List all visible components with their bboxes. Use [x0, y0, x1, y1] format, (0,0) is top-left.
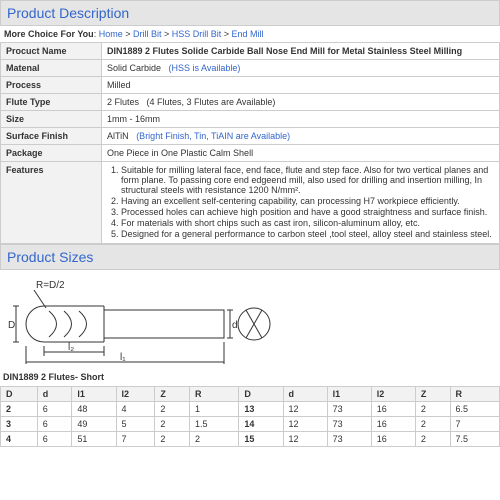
size-table: Ddl1l2ZRDdl1l2ZR 26484211312731626.5 364… [0, 386, 500, 447]
name-val: DIN1889 2 Flutes Solide Carbide Ball Nos… [102, 43, 500, 60]
end-mill-diagram: R=D/2 D d l₂ l₁ [0, 270, 500, 368]
name-key: Procuct Name [1, 43, 102, 60]
flute-key: Flute Type [1, 94, 102, 111]
feature-item: Designed for a general performance to ca… [121, 229, 494, 239]
feature-item: For materials with short chips such as c… [121, 218, 494, 228]
material-val: Solid Carbide (HSS is Available) [102, 60, 500, 77]
surface-key: Surface Finish [1, 128, 102, 145]
package-val: One Piece in One Plastic Calm Shell [102, 145, 500, 162]
package-key: Package [1, 145, 102, 162]
crumb-drill-bit[interactable]: Drill Bit [133, 29, 162, 39]
features-key: Features [1, 162, 102, 244]
feature-item: Processed holes can achieve high positio… [121, 207, 494, 217]
breadcrumb: More Choice For You: Home > Drill Bit > … [0, 26, 500, 42]
product-sizes-heading: Product Sizes [0, 244, 500, 270]
size-key: Size [1, 111, 102, 128]
process-val: Milled [102, 77, 500, 94]
material-key: Matenal [1, 60, 102, 77]
feature-item: Suitable for milling lateral face, end f… [121, 165, 494, 195]
dia-r-label: R=D/2 [36, 280, 65, 291]
crumb-hss[interactable]: HSS Drill Bit [172, 29, 222, 39]
size-val: 1mm - 16mm [102, 111, 500, 128]
crumb-end-mill[interactable]: End Mill [232, 29, 264, 39]
more-choice-label: More Choice For You [4, 29, 94, 39]
feature-item: Having an excellent self-centering capab… [121, 196, 494, 206]
process-key: Process [1, 77, 102, 94]
dia-l2-label: l₂ [68, 342, 74, 353]
size-table-title: DIN1889 2 Flutes- Short [0, 368, 500, 386]
dia-l1-label: l₁ [120, 352, 126, 363]
table-row: 3649521.51412731627 [1, 417, 500, 432]
spec-table: Procuct NameDIN1889 2 Flutes Solide Carb… [0, 42, 500, 244]
table-header-row: Ddl1l2ZRDdl1l2ZR [1, 387, 500, 402]
dia-d-label: d [232, 320, 238, 331]
table-row: 46517221512731627.5 [1, 432, 500, 447]
table-row: 26484211312731626.5 [1, 402, 500, 417]
dia-D-label: D [8, 320, 15, 331]
features-val: Suitable for milling lateral face, end f… [102, 162, 500, 244]
flute-val: 2 Flutes (4 Flutes, 3 Flutes are Availab… [102, 94, 500, 111]
surface-val: AlTiN (Bright Finish, Tin, TiAIN are Ava… [102, 128, 500, 145]
crumb-home[interactable]: Home [99, 29, 123, 39]
product-description-heading: Product Description [0, 0, 500, 26]
